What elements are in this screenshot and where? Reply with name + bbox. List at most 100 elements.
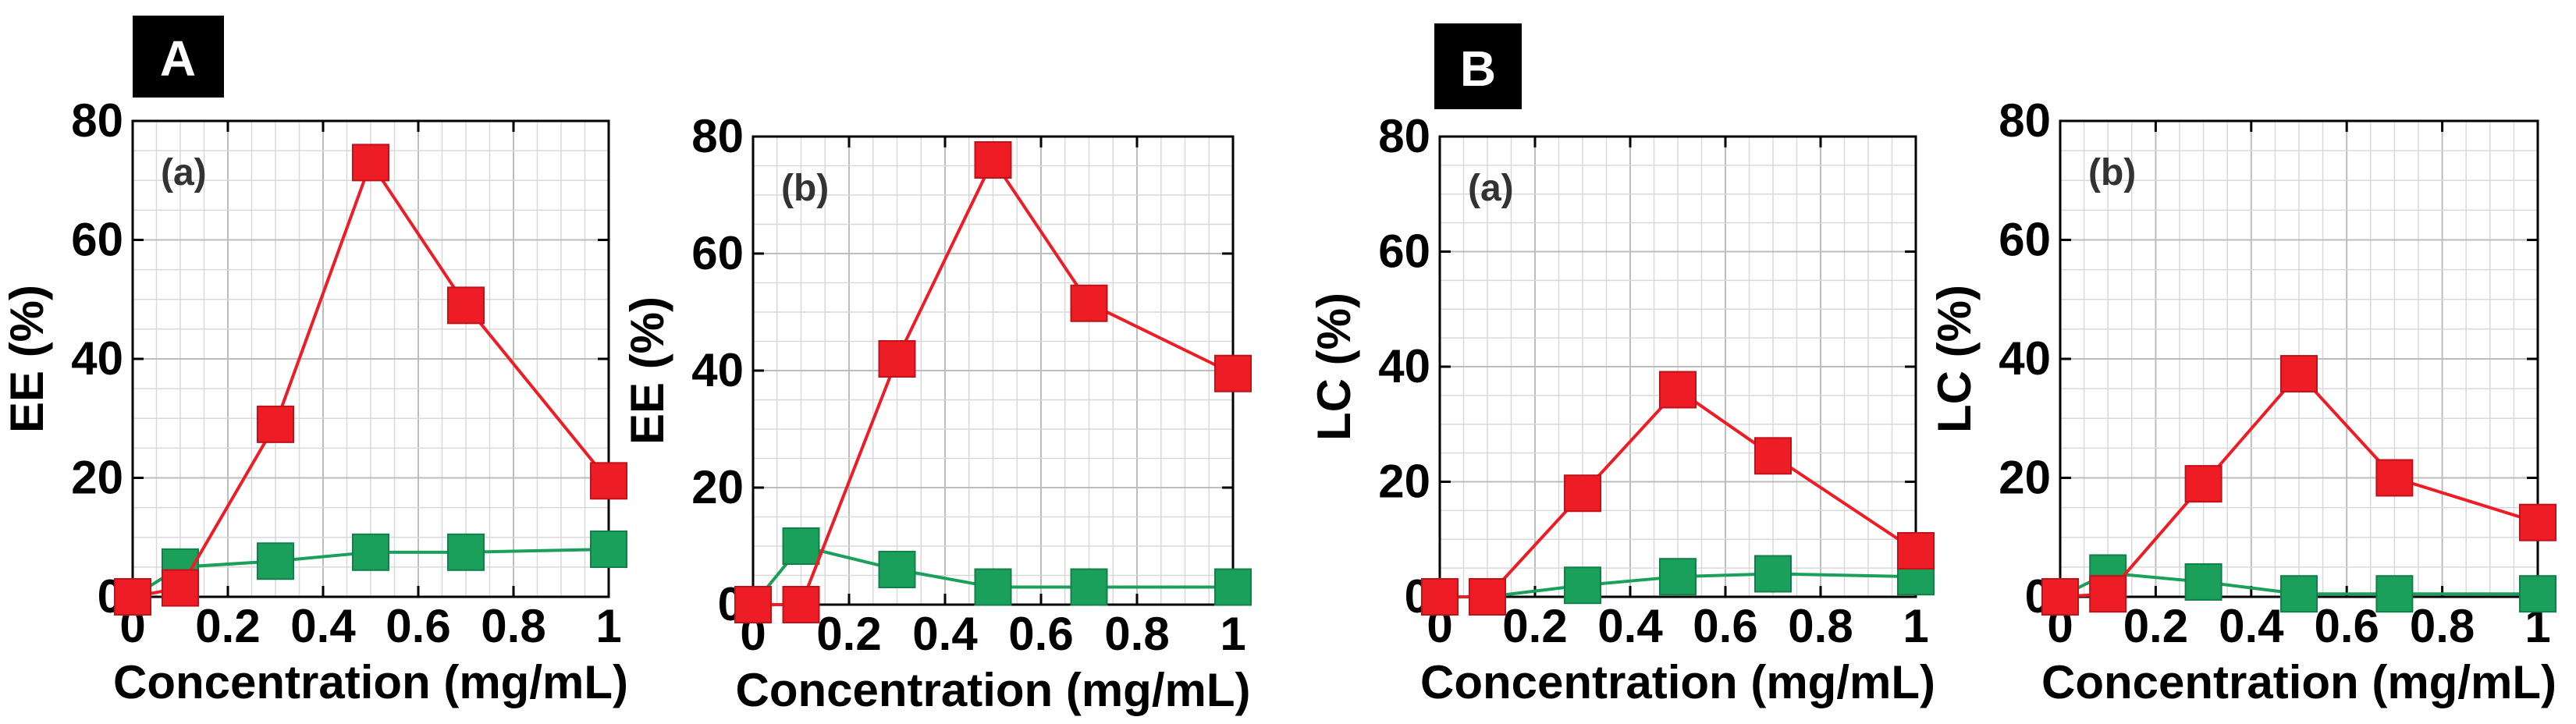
x-tick-label: 0.8 xyxy=(1104,608,1169,660)
data-point-green xyxy=(1564,566,1601,605)
x-tick-label: 0.2 xyxy=(816,608,881,660)
y-tick-label: 60 xyxy=(1378,225,1430,278)
data-point-green xyxy=(974,568,1012,606)
x-axis-label: Concentration (mg/mL) xyxy=(113,656,628,708)
data-point-green xyxy=(878,551,916,588)
y-tick-label: 20 xyxy=(1999,452,2051,504)
data-point-red xyxy=(2519,503,2556,541)
y-tick-label: 20 xyxy=(1378,456,1430,508)
y-axis-label: EE (%) xyxy=(1,285,53,433)
x-axis-label: Concentration (mg/mL) xyxy=(2041,656,2556,708)
y-tick-label: 40 xyxy=(1378,340,1430,392)
x-tick-label: 0.6 xyxy=(1008,608,1073,660)
data-point-green xyxy=(590,531,627,568)
y-tick-label: 80 xyxy=(71,94,123,147)
data-point-red xyxy=(2184,465,2222,503)
y-tick-label: 60 xyxy=(691,227,744,279)
x-tick-label: 0.4 xyxy=(912,608,978,660)
x-tick-label: 1 xyxy=(1903,600,1928,652)
series-red xyxy=(2041,355,2556,616)
data-point-green xyxy=(2184,563,2222,601)
data-point-red xyxy=(782,586,820,623)
data-point-red xyxy=(447,286,485,325)
panel-badge-a-label: A xyxy=(160,30,196,87)
subpanel-label: (b) xyxy=(2088,152,2136,193)
data-point-green xyxy=(447,533,485,571)
subpanel-label: (a) xyxy=(1468,168,1514,209)
data-point-green xyxy=(782,527,820,565)
data-point-red xyxy=(2089,575,2127,613)
y-axis-label: LC (%) xyxy=(1928,285,1981,433)
panel-badge-b: B xyxy=(1434,23,1522,109)
x-tick-label: 0.8 xyxy=(1788,600,1853,652)
data-point-red xyxy=(878,340,916,378)
x-tick-label: 0.6 xyxy=(386,600,450,652)
y-tick-label: 80 xyxy=(691,110,744,162)
data-point-red xyxy=(1659,371,1697,409)
x-tick-label: 0.6 xyxy=(1693,600,1757,652)
data-point-green xyxy=(2375,575,2414,613)
y-axis-label: LC (%) xyxy=(1308,293,1360,441)
data-point-red xyxy=(1897,532,1935,570)
data-point-red xyxy=(1214,354,1252,392)
y-tick-label: 20 xyxy=(691,461,744,513)
panel-badge-a: A xyxy=(133,16,224,98)
subpanel-label: (b) xyxy=(781,168,829,209)
y-tick-label: 60 xyxy=(1999,214,2051,266)
panel-badge-b-label: B xyxy=(1460,41,1496,97)
y-axis-label: EE (%) xyxy=(621,296,673,445)
data-point-green xyxy=(2280,575,2318,613)
x-tick-label: 0.2 xyxy=(1502,600,1567,652)
y-tick-label: 80 xyxy=(1378,110,1430,162)
y-tick-label: 60 xyxy=(71,214,123,266)
data-point-red xyxy=(114,578,151,616)
x-tick-label: 1 xyxy=(1220,608,1245,660)
data-point-red xyxy=(2280,355,2318,393)
x-tick-label: 0.2 xyxy=(195,600,260,652)
y-tick-label: 40 xyxy=(71,332,123,385)
x-tick-label: 0.4 xyxy=(1597,600,1663,652)
series-red xyxy=(1421,371,1935,616)
series-red xyxy=(114,144,627,616)
x-tick-label: 0.8 xyxy=(481,600,545,652)
series-red xyxy=(734,141,1252,623)
data-point-red xyxy=(162,569,199,607)
data-point-green xyxy=(1214,568,1252,606)
data-point-red xyxy=(1421,578,1459,616)
data-point-green xyxy=(1070,568,1108,606)
x-axis-label: Concentration (mg/mL) xyxy=(736,664,1251,716)
x-tick-label: 0.4 xyxy=(2219,600,2284,652)
data-point-green xyxy=(352,533,389,571)
data-point-green xyxy=(257,542,294,580)
data-point-red xyxy=(590,462,627,500)
data-point-green xyxy=(1659,558,1697,596)
data-point-red xyxy=(734,586,772,623)
data-point-red xyxy=(1469,578,1506,616)
data-point-green xyxy=(1754,555,1792,593)
x-tick-label: 0.4 xyxy=(290,600,356,652)
y-tick-label: 40 xyxy=(691,344,744,396)
x-axis-label: Concentration (mg/mL) xyxy=(1420,656,1935,708)
data-point-red xyxy=(257,405,294,443)
data-point-red xyxy=(1754,437,1792,475)
x-tick-label: 1 xyxy=(595,600,621,652)
y-tick-label: 80 xyxy=(1999,94,2051,147)
data-point-red xyxy=(2375,459,2414,497)
data-point-red xyxy=(1564,474,1601,513)
data-point-red xyxy=(974,141,1012,179)
y-tick-label: 20 xyxy=(71,452,123,504)
x-tick-label: 0.2 xyxy=(2123,600,2188,652)
data-point-red xyxy=(1070,284,1108,322)
subpanel-label: (a) xyxy=(161,152,207,193)
data-point-red xyxy=(352,144,389,182)
data-point-green xyxy=(2519,575,2556,613)
x-tick-label: 0.8 xyxy=(2410,600,2475,652)
y-tick-label: 40 xyxy=(1999,332,2051,385)
data-point-red xyxy=(2041,578,2079,616)
x-tick-label: 0.6 xyxy=(2314,600,2379,652)
